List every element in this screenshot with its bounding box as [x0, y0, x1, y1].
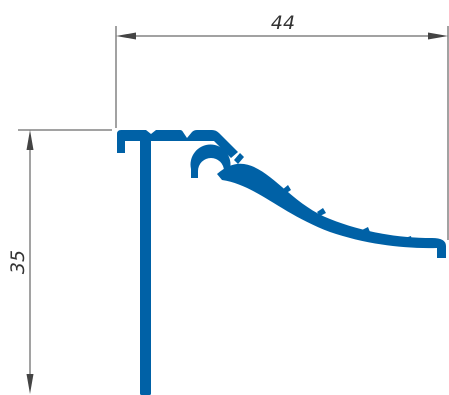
profile-vertical-leg — [140, 138, 151, 395]
width-dimension-label: 44 — [271, 12, 295, 34]
profile-section — [117, 130, 446, 395]
height-dimension: 35 — [7, 129, 112, 394]
profile-curved-wing — [217, 163, 446, 258]
profile-snap-clip — [190, 144, 231, 178]
height-dimension-label: 35 — [7, 250, 29, 274]
profile-top-flange — [117, 130, 238, 158]
profile-rib — [362, 227, 370, 234]
width-arrow-left — [116, 32, 136, 40]
height-arrow-bottom — [26, 374, 34, 394]
height-arrow-top — [26, 130, 34, 150]
width-arrow-right — [428, 32, 448, 40]
profile-rib — [317, 208, 326, 216]
profile-rib — [234, 153, 244, 164]
profile-rib — [405, 236, 412, 242]
width-dimension: 44 — [115, 12, 449, 240]
profile-rib — [282, 185, 291, 194]
